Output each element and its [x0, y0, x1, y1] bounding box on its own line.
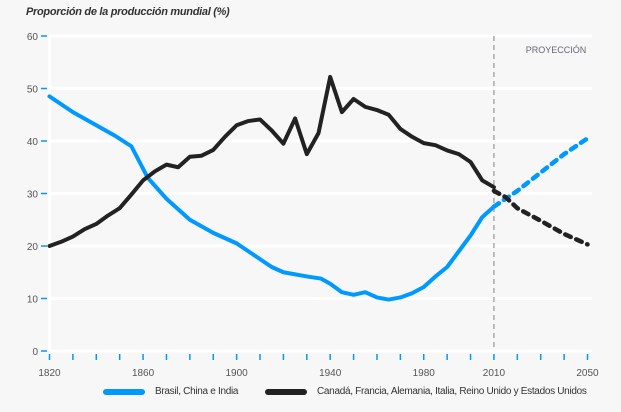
x-tick-label: 2010 [483, 368, 506, 379]
series-projection-1 [491, 188, 590, 247]
y-tick-label: 20 [27, 242, 39, 253]
y-tick-label: 10 [27, 295, 39, 306]
legend-item-bci: Brasil, China e India [103, 386, 239, 397]
legend-swatch-blue [103, 388, 145, 395]
y-tick-label: 50 [27, 85, 39, 96]
y-tick-label: 60 [27, 32, 39, 43]
legend-label: Canadá, Francia, Alemania, Italia, Reino… [317, 386, 587, 397]
y-tick-label: 0 [32, 347, 38, 358]
legend-item-g6: Canadá, Francia, Alemania, Italia, Reino… [265, 386, 587, 397]
series-line-0 [47, 94, 496, 302]
x-tick-label: 1860 [132, 368, 155, 379]
legend-swatch-black [265, 388, 307, 395]
x-tick-label: 1940 [319, 368, 342, 379]
chart-title: Proporción de la producción mundial (%) [26, 6, 230, 18]
projection-label: PROYECCIÓN [526, 45, 587, 55]
series-projection-0 [491, 136, 590, 209]
x-tick-label: 2050 [576, 368, 599, 379]
x-tick-label: 1820 [38, 368, 61, 379]
y-tick-label: 40 [27, 137, 39, 148]
legend-label: Brasil, China e India [155, 386, 239, 397]
x-tick-label: 1980 [413, 368, 436, 379]
series-line-1 [47, 74, 496, 248]
x-tick-label: 1900 [226, 368, 249, 379]
y-tick-label: 30 [27, 190, 39, 201]
